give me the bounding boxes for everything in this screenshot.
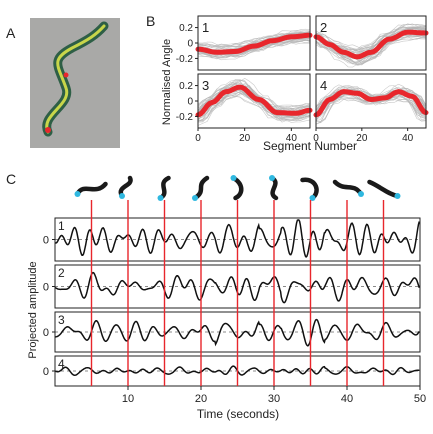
- worm-head-marker: [192, 195, 198, 201]
- trace-row-3: 30: [43, 311, 421, 353]
- x-tick-label: 20: [239, 133, 251, 144]
- sample-curve: [197, 28, 311, 52]
- subplot-frame: [315, 15, 427, 71]
- y-tick-label: 0.2: [179, 81, 193, 92]
- mean-curve: [313, 89, 429, 118]
- panel-label-a: A: [6, 25, 16, 41]
- y-tick-label: -0.2: [176, 54, 194, 65]
- worm-posture-icon: [230, 175, 244, 201]
- x-tick-label: 20: [356, 133, 368, 144]
- subplot-1: 1 0.2 0 -0.2: [176, 15, 313, 71]
- x-tick-label: 50: [414, 393, 426, 405]
- trace-row-2: 20: [43, 264, 421, 309]
- worm-posture-icon: [192, 175, 210, 201]
- worm-head-marker: [358, 191, 364, 197]
- worm-posture-icon: [300, 177, 319, 201]
- sample-curve: [197, 30, 311, 48]
- worm-body: [158, 175, 171, 201]
- worm-posture-icon: [332, 179, 364, 197]
- y-tick-label: 0: [187, 39, 193, 50]
- subplot-4: 40 20 40: [313, 73, 429, 144]
- worm-head-marker: [119, 193, 125, 199]
- subplot-label: 1: [202, 20, 209, 35]
- y-tick-label: 0: [187, 97, 193, 108]
- trace-row-4: 40: [43, 355, 421, 387]
- worm-body: [367, 179, 400, 199]
- worm-posture-icon: [157, 175, 171, 201]
- worm-head-marker: [394, 193, 401, 199]
- trace-label: 1: [58, 219, 65, 233]
- subplot-frame: [315, 73, 427, 129]
- x-tick-label: 40: [341, 393, 353, 405]
- c-xlabel: Time (seconds): [197, 407, 279, 421]
- mean-curve: [195, 84, 313, 118]
- worm-body: [75, 181, 108, 197]
- x-tick-label: 20: [195, 393, 207, 405]
- panel-label-c: C: [6, 171, 16, 187]
- b-xlabel: Segment Number: [263, 139, 357, 153]
- mean-curve: [313, 29, 429, 60]
- worm-posture-icon: [118, 175, 133, 199]
- subplot-label: 2: [320, 20, 327, 35]
- trace-label: 3: [58, 313, 65, 327]
- c-ylabel: Projected amplitude: [27, 261, 39, 358]
- sample-curve: [197, 37, 311, 61]
- y-tick-label: 0.2: [179, 23, 193, 34]
- worm-body: [332, 179, 364, 197]
- sample-curve: [197, 83, 311, 122]
- x-tick-label: 0: [195, 133, 201, 144]
- worm-head-marker: [269, 175, 275, 181]
- x-tick-label: 0: [313, 133, 319, 144]
- subplot-label: 4: [320, 78, 327, 93]
- posture-icons: [74, 175, 401, 201]
- worm-body: [231, 175, 244, 201]
- trace-label: 2: [58, 266, 65, 280]
- worm-head-marker: [74, 191, 81, 197]
- x-tick-label: 40: [402, 133, 414, 144]
- subplot-label: 3: [202, 78, 209, 93]
- worm-posture-icon: [269, 175, 279, 201]
- zero-tick-label: 0: [43, 235, 49, 247]
- worm-head-marker: [157, 195, 164, 201]
- trace-row-1: 10: [43, 217, 421, 262]
- panel-label-b: B: [146, 13, 155, 29]
- worm-body: [192, 175, 210, 201]
- worm-head-marker: [309, 195, 316, 201]
- worm-posture-icon: [367, 179, 401, 199]
- zero-tick-label: 0: [43, 282, 49, 294]
- subplot-3: 30.20-0.20 20 40: [176, 73, 313, 144]
- worm-body: [269, 175, 279, 201]
- x-tick-label: 10: [122, 393, 134, 405]
- sample-curve: [197, 35, 311, 60]
- mean-curve: [195, 32, 313, 55]
- subplot-2: 2: [313, 15, 429, 71]
- y-tick-label: -0.2: [176, 112, 194, 123]
- x-tick-label: 40: [286, 133, 298, 144]
- x-tick-label: 30: [268, 393, 280, 405]
- zero-tick-label: 0: [43, 366, 49, 378]
- zero-tick-label: 0: [43, 327, 49, 339]
- trace-label: 4: [58, 357, 65, 371]
- b-ylabel: Normalised Angle: [161, 39, 173, 125]
- worm-body: [300, 177, 319, 201]
- worm-posture-icon: [74, 181, 108, 197]
- worm-head-marker: [230, 175, 237, 181]
- worm-photo: [30, 18, 120, 148]
